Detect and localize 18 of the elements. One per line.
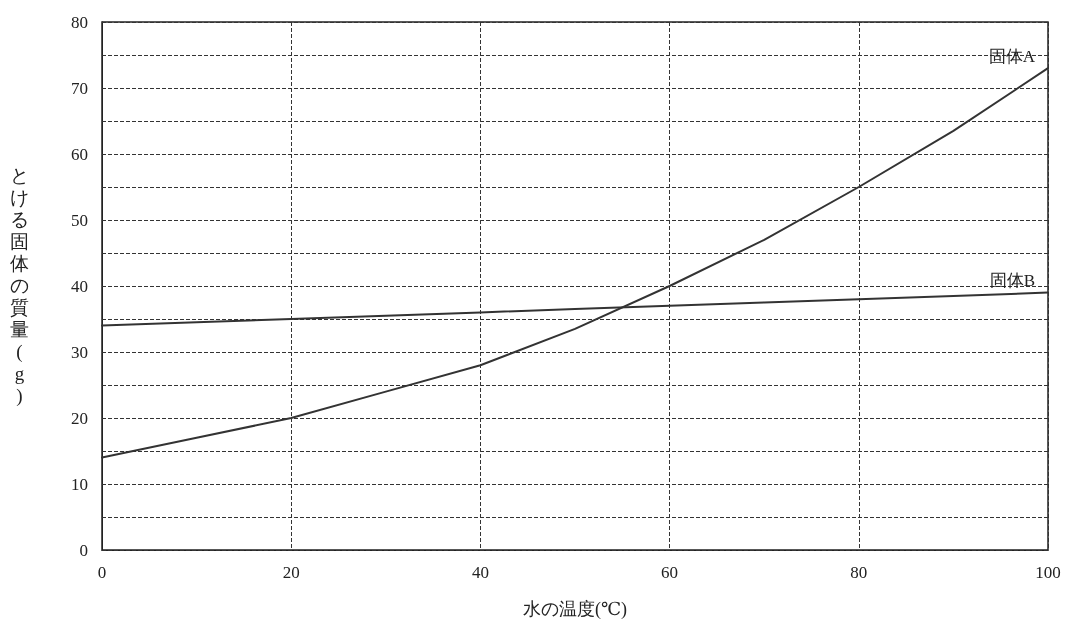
x-tick-label: 0 [97, 563, 107, 582]
y-tick-label: 10 [71, 474, 88, 494]
text: とける固体の質量(g) [10, 165, 29, 406]
series-label: 固体B [989, 271, 1035, 291]
y-tick-label: 70 [71, 78, 88, 98]
y-tick-label: 30 [71, 342, 88, 362]
y-tick-label: 50 [71, 210, 88, 230]
x-tick-label: 40 [471, 563, 489, 582]
x-tick-label: 80 [850, 563, 868, 582]
x-axis-title: 水の温度(℃) [522, 599, 628, 620]
x-tick-label: 60 [661, 563, 679, 582]
y-tick-label: 80 [71, 12, 88, 32]
y-tick-label: 40 [71, 276, 88, 296]
y-tick-label: 60 [71, 144, 88, 164]
x-tick-label: 100 [1035, 563, 1061, 582]
x-tick-label: 20 [282, 563, 300, 582]
y-tick-label: 0 [79, 540, 88, 560]
y-tick-label: 20 [71, 408, 88, 428]
